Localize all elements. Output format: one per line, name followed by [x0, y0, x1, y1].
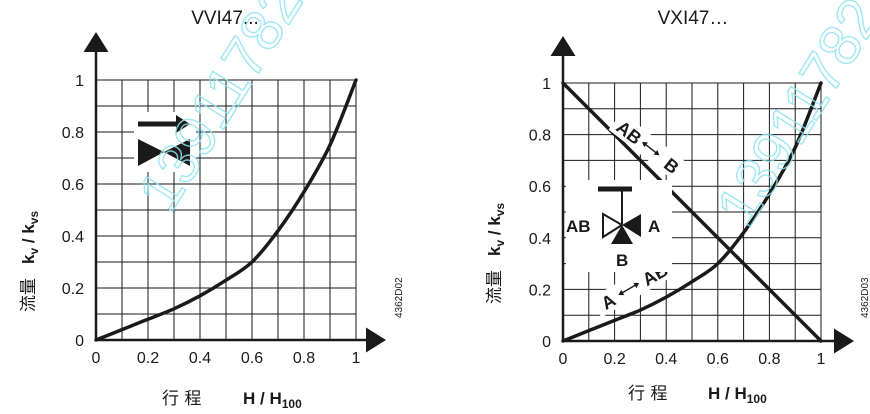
annotation-ab-b: AB B [608, 112, 692, 184]
watermark-left: 13911782 [126, 0, 316, 222]
x-tick-label: 0.8 [293, 350, 315, 367]
y-axis-label-cn-right: 流量 [485, 270, 505, 304]
three-way-valve-icon: AB A B [566, 180, 672, 272]
axes-left [83, 32, 386, 353]
y-axis-label-sub2-left: vs [27, 211, 41, 225]
valve-port-b: B [616, 251, 628, 270]
x-tick-label: 0 [92, 350, 101, 367]
x-axis-label-main-right: H / H [708, 384, 747, 403]
flow-line-ab-b [561, 81, 823, 343]
y-tick-label: 0.6 [529, 179, 551, 196]
x-tick-label: 1 [352, 350, 361, 367]
x-axis-label-sub-right: 100 [747, 392, 767, 406]
chart-title-left: VVI47... [191, 8, 259, 29]
x-tick-label: 0.4 [189, 350, 211, 367]
chart-left: 0 0.2 0.4 0.6 0.8 1 0 0.2 0.4 0.6 0.8 1 VVI47... 行… [19, 0, 405, 411]
x-axis-label-main-left: H / H [243, 389, 282, 408]
y-tick-label: 0.8 [62, 125, 84, 142]
x-axis-label-right: H / H100 [708, 384, 767, 406]
y-axis-label-sub1-left: v [27, 248, 41, 255]
y-tick-label: 0.2 [529, 282, 551, 299]
x-axis-label-left: H / H100 [243, 389, 302, 411]
y-axis-label-left: kv / kvs [19, 211, 41, 264]
y-tick-label: 0.4 [529, 231, 551, 248]
y-axis-label-main-left: k [19, 254, 38, 264]
y-tick-label: 0 [542, 334, 551, 351]
chart-title-right: VXI47… [658, 8, 729, 29]
x-tick-label: 0.6 [707, 351, 729, 368]
chart-right: 0 0.2 0.4 0.6 0.8 1 0 0.2 0.4 0.6 0.8 1 VXI47… 行 程… [485, 0, 870, 406]
y-tick-label: 0 [75, 333, 84, 350]
x-axis-label-cn-left: 行 程 [162, 389, 201, 409]
flow-curve-left [94, 78, 358, 342]
x-axis-label-sub-left: 100 [282, 397, 302, 411]
y-tick-label: 1 [75, 73, 84, 90]
x-tick-label: 0.4 [655, 351, 677, 368]
y-tick-label: 0.8 [529, 128, 551, 145]
valve-port-a: A [648, 217, 660, 236]
axes-right [550, 36, 854, 354]
x-tick-label: 0.2 [603, 351, 625, 368]
y-tick-label: 0.2 [62, 281, 84, 298]
two-way-valve-icon [134, 112, 196, 172]
y-axis-label-cn-left: 流量 [19, 278, 39, 312]
y-tick-label: 0.4 [62, 229, 84, 246]
y-axis-label-sub1-right: v [493, 240, 507, 247]
y-axis-label-main-right: k [485, 246, 504, 256]
y-tick-label: 0.6 [62, 177, 84, 194]
x-tick-label: 0.8 [758, 351, 780, 368]
valve-port-ab: AB [566, 217, 591, 236]
flow-curve-a-ab [561, 81, 823, 343]
y-axis-label-sub2-right: vs [493, 203, 507, 217]
y-tick-label: 1 [542, 76, 551, 93]
x-tick-label: 0.2 [137, 350, 159, 367]
x-tick-label: 1 [817, 351, 826, 368]
x-tick-label: 0 [559, 351, 568, 368]
grid-left [96, 79, 357, 340]
y-axis-label-mid-left: / k [19, 224, 38, 248]
y-axis-label-mid-right: / k [485, 216, 504, 240]
figure-code-left: 4362D02 [394, 277, 405, 318]
figure-code-right: 4362D03 [860, 277, 870, 318]
x-tick-label: 0.6 [241, 350, 263, 367]
y-axis-label-right: kv / kvs [485, 203, 507, 256]
x-axis-label-cn-right: 行 程 [628, 384, 667, 404]
watermark-right: 13911782 [704, 0, 870, 237]
